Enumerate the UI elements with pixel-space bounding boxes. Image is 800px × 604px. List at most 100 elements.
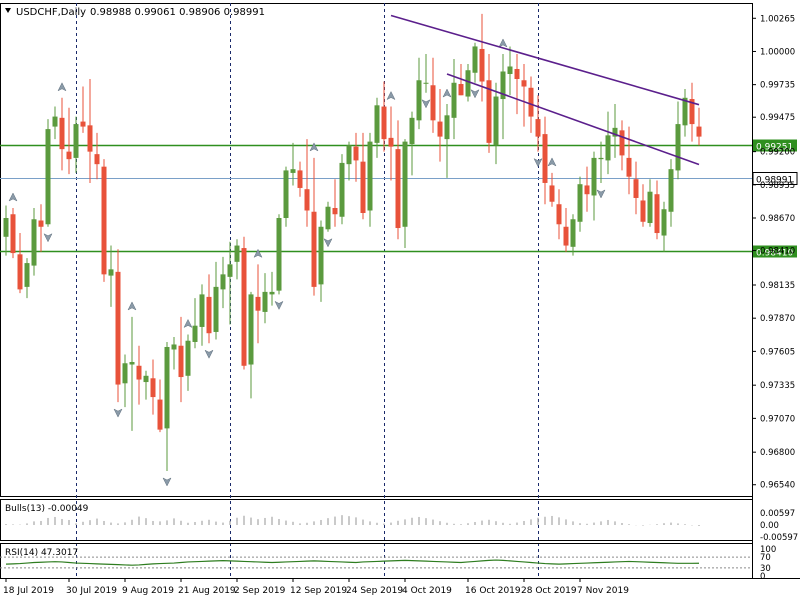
fractal-up-icon xyxy=(442,88,452,98)
bear-candle xyxy=(297,170,303,188)
fractal-up-icon xyxy=(183,318,193,329)
bear-candle xyxy=(38,220,44,227)
bear-candle xyxy=(563,226,569,246)
bear-candle xyxy=(654,194,660,234)
bear-candle xyxy=(17,254,23,290)
y-tick-label: 1.00000 xyxy=(760,47,795,57)
x-tick-label: 30 Jul 2019 xyxy=(66,586,117,596)
bull-candle xyxy=(143,375,149,383)
bull-candle xyxy=(465,70,471,97)
bull-candle xyxy=(605,135,611,161)
fractal-down-icon xyxy=(323,238,333,248)
bull-candle xyxy=(472,46,478,73)
bull-candle xyxy=(374,105,380,143)
bull-candle xyxy=(339,162,345,217)
bull-candle xyxy=(45,129,51,225)
bulls-tick-label: 0.00597 xyxy=(760,509,795,519)
bear-candle xyxy=(304,189,310,211)
bull-candle xyxy=(668,169,674,212)
y-tick-label: 0.98670 xyxy=(760,214,795,224)
bear-candle xyxy=(542,134,548,183)
fractal-up-icon xyxy=(547,157,557,167)
main-plot-frame xyxy=(0,3,753,497)
bull-candle xyxy=(108,269,114,276)
x-tick-label: 7 Nov 2019 xyxy=(577,586,629,596)
trend-line xyxy=(390,14,700,106)
bull-candle xyxy=(409,117,415,145)
bear-candle xyxy=(640,200,646,222)
bear-candle xyxy=(150,378,156,398)
y-tick-label: 0.97070 xyxy=(760,414,795,424)
x-tick-label: 2 Sep 2019 xyxy=(234,586,286,596)
bull-candle xyxy=(52,116,58,127)
fractal-down-icon xyxy=(162,477,172,487)
fractal-up-icon xyxy=(57,82,67,92)
fractal-up-icon xyxy=(253,248,263,258)
bear-candle xyxy=(430,85,436,121)
fractal-down-icon xyxy=(596,189,606,199)
bear-candle xyxy=(360,161,366,213)
fractal-down-icon xyxy=(43,233,53,243)
bull-candle xyxy=(591,157,597,196)
bull-candle xyxy=(444,115,450,140)
bulls-panel-frame xyxy=(0,499,753,541)
bear-candle xyxy=(241,248,247,366)
y-tick-label: 0.97605 xyxy=(760,347,795,357)
x-tick-label: 16 Oct 2019 xyxy=(465,586,521,596)
fractal-up-icon xyxy=(309,142,319,152)
bear-candle xyxy=(626,157,632,177)
bear-candle xyxy=(332,207,338,215)
bear-candle xyxy=(66,151,72,160)
bull-candle xyxy=(220,274,226,290)
rsi-label: RSI(14) 47.3017 xyxy=(5,548,78,558)
bear-candle xyxy=(136,365,142,380)
bulls-tick-label: -0.00597 xyxy=(760,533,798,543)
bull-candle xyxy=(612,127,618,137)
level-price-label: 0.99251 xyxy=(756,143,793,153)
x-tick-label: 12 Sep 2019 xyxy=(290,586,347,596)
bull-candle xyxy=(367,141,373,211)
x-tick-label: 28 Oct 2019 xyxy=(521,586,577,596)
bull-candle xyxy=(416,80,422,121)
bull-candle xyxy=(199,294,205,327)
current-price-label: 0.98991 xyxy=(756,176,793,186)
y-tick-label: 1.00265 xyxy=(760,14,795,24)
x-tick-label: 18 Jul 2019 xyxy=(3,586,54,596)
bull-candle xyxy=(24,263,30,287)
bull-candle xyxy=(185,340,191,376)
bull-candle xyxy=(500,71,506,100)
bear-candle xyxy=(311,211,317,287)
bull-candle xyxy=(171,344,177,350)
bear-candle xyxy=(115,271,121,385)
x-tick-label: 9 Aug 2019 xyxy=(122,586,174,596)
bear-candle xyxy=(514,68,520,80)
trend-line xyxy=(446,73,700,166)
bull-candle xyxy=(647,191,653,224)
bull-candle xyxy=(451,82,457,118)
fractal-down-icon xyxy=(204,349,214,359)
bull-candle xyxy=(276,218,282,291)
y-tick-label: 0.99475 xyxy=(760,113,795,123)
fractal-down-icon xyxy=(113,408,123,418)
bear-candle xyxy=(101,166,107,275)
bear-candle xyxy=(521,80,527,87)
fractal-down-icon xyxy=(470,89,480,99)
bear-candle xyxy=(10,214,16,254)
bull-candle xyxy=(290,169,296,173)
bear-candle xyxy=(87,125,93,152)
fractal-down-icon xyxy=(274,300,284,310)
fractal-up-icon xyxy=(386,90,396,101)
bear-candle xyxy=(395,149,401,229)
bear-candle xyxy=(584,185,590,195)
bear-candle xyxy=(556,204,562,225)
rsi-tick-label: 30 xyxy=(760,564,771,574)
bear-candle xyxy=(458,84,464,96)
fractal-down-icon xyxy=(421,99,431,109)
x-tick-label: 24 Sep 2019 xyxy=(346,586,403,596)
bull-candle xyxy=(192,325,198,342)
bulls-tick-label: 0.00 xyxy=(760,521,779,531)
fractal-up-icon xyxy=(8,192,18,202)
y-tick-label: 0.98135 xyxy=(760,281,795,291)
